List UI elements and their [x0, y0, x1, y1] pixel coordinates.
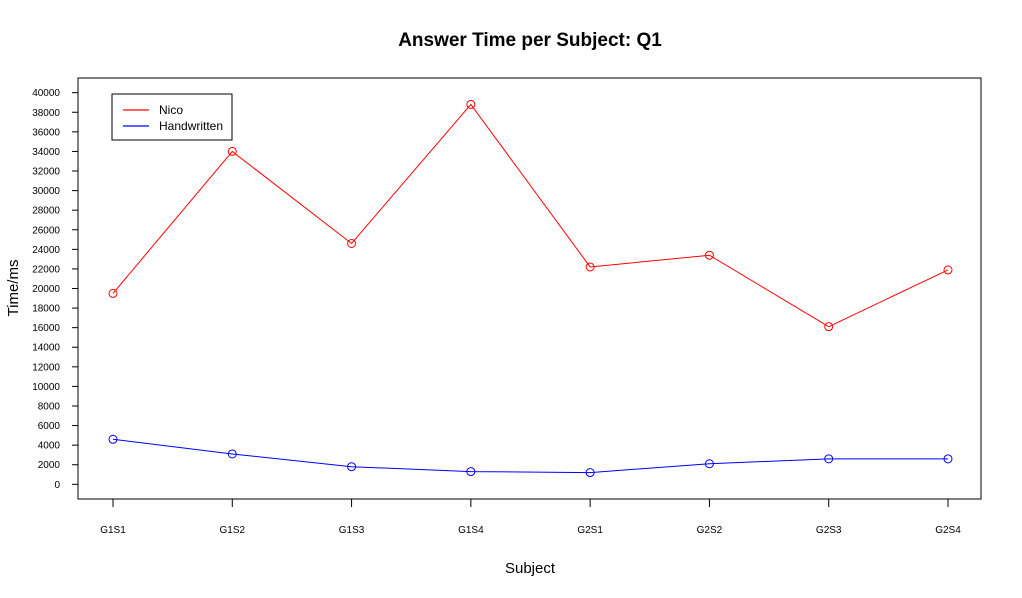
data-point [466, 467, 476, 477]
series-line [112, 103, 949, 328]
y-tick-label: 18000 [32, 304, 60, 315]
y-axis: 0 2000 4000 6000 8000 10000 12000 14000 16000 180… [32, 88, 78, 491]
data-point [347, 462, 357, 472]
y-tick-label: 38000 [32, 108, 60, 119]
x-tick-label: G1S1 [100, 525, 126, 536]
y-tick-label: 22000 [32, 264, 60, 275]
data-point [347, 238, 357, 248]
x-tick-label: G1S4 [458, 525, 484, 536]
y-tick-label: 24000 [32, 245, 60, 256]
data-point [227, 449, 237, 459]
y-tick-label: 12000 [32, 362, 60, 373]
plot-frame [77, 77, 982, 500]
data-point [108, 434, 118, 444]
data-point [585, 468, 595, 478]
data-point [585, 262, 595, 272]
y-axis-label: Time/ms [5, 260, 22, 317]
legend-label: Nico [159, 103, 183, 117]
legend-box [111, 93, 233, 141]
y-tick-label: 10000 [32, 382, 60, 393]
y-tick-label: 34000 [32, 147, 60, 158]
y-tick-label: 14000 [32, 343, 60, 354]
series-handwritten [108, 434, 953, 478]
x-tick-label: G2S4 [935, 525, 961, 536]
data-point [108, 288, 118, 298]
data-point [824, 454, 834, 464]
data-point [704, 459, 714, 469]
x-tick-label: G1S2 [219, 525, 245, 536]
data-point [824, 322, 834, 332]
x-tick-label: G2S2 [697, 525, 723, 536]
y-tick-label: 40000 [32, 88, 60, 99]
data-point [943, 454, 953, 464]
y-tick-label: 28000 [32, 206, 60, 217]
series-line [112, 438, 948, 474]
legend: Nico Handwritten [111, 93, 233, 141]
y-tick-label: 4000 [38, 441, 61, 452]
y-tick-label: 30000 [32, 186, 60, 197]
data-point [227, 146, 237, 156]
y-tick-label: 6000 [38, 421, 61, 432]
chart-title: Answer Time per Subject: Q1 [398, 30, 662, 51]
x-tick-label: G2S3 [816, 525, 842, 536]
x-axis-label: Subject [505, 560, 556, 577]
data-point [943, 265, 953, 275]
legend-label: Handwritten [159, 119, 223, 133]
y-tick-label: 20000 [32, 284, 60, 295]
y-tick-label: 2000 [38, 460, 61, 471]
series-layer [108, 99, 953, 478]
y-tick-label: 26000 [32, 225, 60, 236]
y-tick-label: 16000 [32, 323, 60, 334]
y-tick-label: 0 [54, 480, 60, 491]
data-point [704, 250, 714, 260]
y-tick-label: 36000 [32, 127, 60, 138]
x-tick-label: G1S3 [339, 525, 365, 536]
y-tick-label: 8000 [38, 401, 61, 412]
y-tick-label: 32000 [32, 167, 60, 178]
series-nico [108, 99, 953, 332]
x-axis: G1S1 G1S2 G1S3 G1S4 G2S1 G2S2 G2S3 G2S4 [100, 499, 961, 536]
data-point [466, 99, 476, 109]
x-tick-label: G2S1 [577, 525, 603, 536]
